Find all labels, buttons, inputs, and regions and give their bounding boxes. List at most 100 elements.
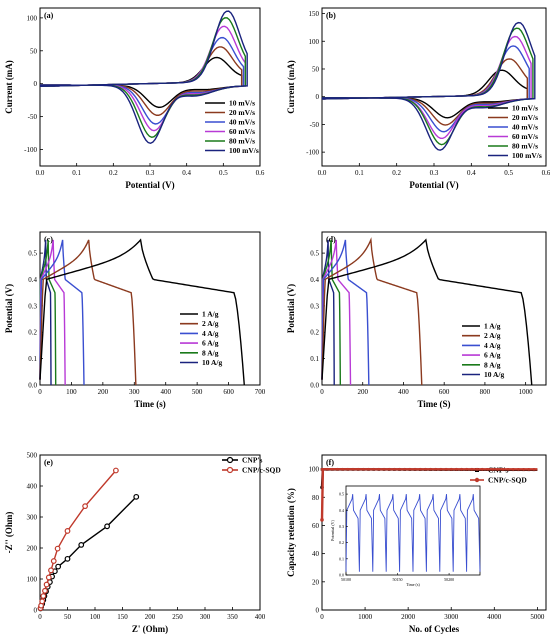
x-tick-label: 600 <box>223 388 234 396</box>
panel-b: 0.0 0.1 0.2 0.3 0.4 0.5 0.6 -100 -50 0 50 100 150 Pot… <box>286 7 550 190</box>
data-point <box>455 467 458 471</box>
data-point <box>398 467 401 471</box>
panel-tag: (e) <box>44 458 53 467</box>
plot-frame <box>321 454 547 611</box>
x-axis-title: Potential (V) <box>409 180 458 190</box>
y-axis-title: Potential (V) <box>4 284 14 333</box>
nyquist-curve <box>39 496 137 609</box>
data-point <box>43 581 50 588</box>
data-point <box>82 503 88 510</box>
series-group <box>40 10 248 144</box>
gcd-curve <box>39 239 52 386</box>
panel-c: 0 100 200 300 400 500 600 700 0.0 0.1 0.2 0.3 0.4 0.5… <box>4 231 266 409</box>
data-point <box>501 467 505 471</box>
legend-marker <box>226 466 234 474</box>
y-tick-label: 0.1 <box>28 355 37 363</box>
data-point <box>42 587 48 594</box>
x-tick-label: 700 <box>255 388 266 396</box>
x-tick-label: 0.5 <box>504 169 513 177</box>
data-point <box>78 542 85 548</box>
x-tick-label: 200 <box>98 388 109 396</box>
data-point <box>460 467 463 471</box>
x-tick-label: 0.4 <box>182 169 191 177</box>
data-point <box>392 467 396 471</box>
gcd-curve <box>39 239 57 386</box>
x-tick-label: 200 <box>145 613 156 621</box>
plot-frame <box>39 231 261 386</box>
y-tick-label: 20 <box>312 578 320 586</box>
x-tick-label: 200 <box>357 388 368 396</box>
legend-label: 80 mV/s <box>229 137 255 146</box>
data-point <box>517 467 520 471</box>
inset-chart: 50100 50150 50200 0.0 0.1 0.2 0.3 0.4 0.5 Time (s… <box>330 485 481 587</box>
data-point <box>408 467 412 471</box>
x-tick-label: 1000 <box>358 613 373 621</box>
data-point <box>496 467 500 471</box>
x-tick-label: 100 <box>66 388 77 396</box>
data-point <box>480 467 484 471</box>
x-tick-label: 0.0 <box>36 169 45 177</box>
y-tick-label: 50 <box>30 47 38 55</box>
x-tick-label: 500 <box>192 388 203 396</box>
data-point <box>55 563 62 570</box>
y-tick-label: 60 <box>312 522 320 530</box>
data-point <box>361 467 365 471</box>
x-tick-label: 300 <box>200 613 211 621</box>
inset-y-axis-title: Potential (V) <box>330 519 335 540</box>
gcd-curve <box>39 239 85 386</box>
legend-label: 10 A/g <box>202 358 222 367</box>
inset-y-tick-label: 0.0 <box>339 573 344 578</box>
y-tick-label: 400 <box>27 483 38 491</box>
legend-marker <box>474 477 480 483</box>
gcd-curve <box>321 239 342 386</box>
data-point <box>346 467 350 471</box>
legend-label: 60 mV/s <box>229 127 255 136</box>
y-tick-label: -50 <box>310 121 320 129</box>
inset-y-tick-label: 0.2 <box>339 540 344 545</box>
y-tick-label: -50 <box>28 113 38 121</box>
y-axis-title: Capacity retention (%) <box>286 488 296 577</box>
y-axis-title: Current (mA) <box>4 60 14 114</box>
x-tick-label: 3000 <box>444 613 459 621</box>
data-point <box>434 467 438 471</box>
data-point <box>439 467 443 471</box>
x-axis-title: Z' (Ohm) <box>132 624 168 634</box>
y-tick-label: 300 <box>27 514 38 522</box>
x-tick-label: 0 <box>320 388 324 396</box>
data-point <box>449 467 453 471</box>
x-tick-label: 800 <box>480 388 491 396</box>
legend-label: CNP/c-SQD <box>242 466 281 475</box>
cv-curve <box>322 21 536 151</box>
data-point <box>465 467 469 471</box>
data-point <box>377 467 381 471</box>
data-point <box>413 467 417 471</box>
y-tick-label: 0.0 <box>310 382 319 390</box>
plot-frame <box>39 454 261 611</box>
data-point <box>522 467 525 471</box>
data-point <box>506 467 510 471</box>
x-tick-label: 0.6 <box>256 169 265 177</box>
panel-a: 0.0 0.1 0.2 0.3 0.4 0.5 0.6 -100 -50 0 50 100 Potent… <box>4 7 265 190</box>
x-tick-label: 0.6 <box>542 169 550 177</box>
data-point <box>382 467 386 471</box>
x-tick-label: 400 <box>255 613 266 621</box>
x-tick-label: 400 <box>160 388 171 396</box>
y-tick-label: 50 <box>312 65 320 73</box>
data-point <box>112 467 119 474</box>
x-tick-label: 0 <box>320 613 324 621</box>
y-tick-label: -100 <box>306 149 319 157</box>
inset-y-tick-label: 0.3 <box>339 524 344 529</box>
data-point <box>387 467 391 471</box>
y-tick-label: 0.4 <box>310 276 319 284</box>
data-point <box>50 558 57 564</box>
legend-label: 6 A/g <box>484 351 501 360</box>
x-tick-label: 4000 <box>487 613 502 621</box>
cv-curve <box>40 25 247 132</box>
y-tick-label: 500 <box>27 452 38 460</box>
y-axis-title: Current (mA) <box>286 60 296 114</box>
y-tick-label: 0.5 <box>28 250 37 258</box>
x-tick-label: 300 <box>129 388 140 396</box>
panel-tag: (c) <box>44 235 53 244</box>
y-tick-label: 0.3 <box>310 302 319 310</box>
y-tick-label: 100 <box>27 14 38 22</box>
